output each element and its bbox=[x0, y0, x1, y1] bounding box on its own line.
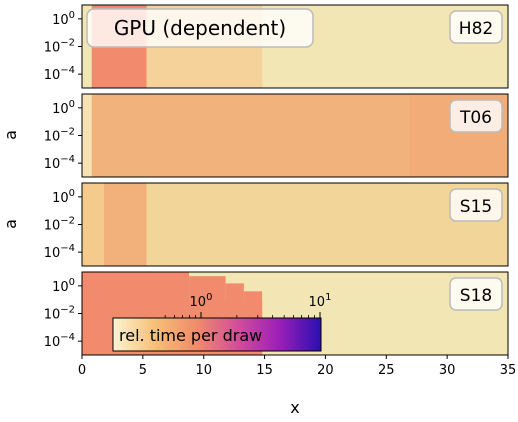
heatmap-cell bbox=[91, 94, 409, 177]
chart-title: GPU (dependent) bbox=[114, 16, 286, 40]
y-tick-label: 10−2 bbox=[44, 127, 75, 145]
panel-t06: 100 10−2 10−4 T06 bbox=[44, 93, 509, 178]
y-tick-label: 10−4 bbox=[44, 65, 75, 83]
x-tick-label: 35 bbox=[500, 363, 517, 378]
panel-label: T06 bbox=[459, 108, 492, 128]
panel-s15: 100 10−2 10−4 S15 bbox=[44, 182, 509, 267]
y-tick-label: 10−4 bbox=[44, 332, 75, 350]
panel-background bbox=[82, 183, 508, 266]
x-axis-label: x bbox=[290, 398, 299, 417]
heatmap-cell bbox=[103, 183, 147, 266]
x-axis: 0 5 10 15 20 25 30 35 bbox=[78, 355, 516, 378]
y-axis-label-panel-3: a bbox=[1, 219, 20, 229]
panel-label-box bbox=[449, 10, 503, 44]
y-tick-label: 100 bbox=[52, 99, 75, 117]
x-tick-label: 20 bbox=[317, 363, 334, 378]
panel-label: S15 bbox=[460, 197, 492, 217]
title-layer: GPU (dependent) bbox=[86, 8, 314, 48]
x-tick-label: 15 bbox=[256, 363, 273, 378]
y-tick-label: 100 bbox=[52, 10, 75, 28]
y-tick-label: 10−2 bbox=[44, 216, 75, 234]
panel-label: S18 bbox=[460, 286, 492, 306]
y-tick-label: 100 bbox=[52, 277, 75, 295]
panel-label: H82 bbox=[459, 19, 493, 39]
x-tick-label: 5 bbox=[139, 363, 147, 378]
heatmap-cell bbox=[82, 183, 104, 266]
x-tick-label: 10 bbox=[195, 363, 212, 378]
colorbar-tick-label: 101 bbox=[309, 292, 332, 310]
panel-label-box bbox=[449, 99, 503, 133]
y-tick-label: 10−2 bbox=[44, 305, 75, 323]
x-tick-label: 25 bbox=[378, 363, 395, 378]
panel-label-box bbox=[449, 277, 503, 311]
y-tick-label: 100 bbox=[52, 188, 75, 206]
y-tick-label: 10−4 bbox=[44, 154, 75, 172]
colorbar-tick-label: 100 bbox=[190, 292, 213, 310]
panel-label-box bbox=[449, 188, 503, 222]
colorbar: rel. time per draw 100 101 bbox=[112, 292, 332, 352]
y-tick-label: 10−4 bbox=[44, 243, 75, 261]
panels-layer: 100 10−2 10−4 H82 100 10−2 10−4 T06 100 10−2 10−4 S… bbox=[44, 4, 509, 356]
colorbar-label: rel. time per draw bbox=[119, 326, 262, 345]
x-tick-label: 30 bbox=[439, 363, 456, 378]
y-tick-label: 10−2 bbox=[44, 38, 75, 56]
title-box bbox=[86, 8, 314, 48]
x-tick-label: 0 bbox=[78, 363, 86, 378]
y-axis-label-panel-2: a bbox=[1, 130, 20, 140]
colorbar-gradient bbox=[112, 317, 322, 352]
